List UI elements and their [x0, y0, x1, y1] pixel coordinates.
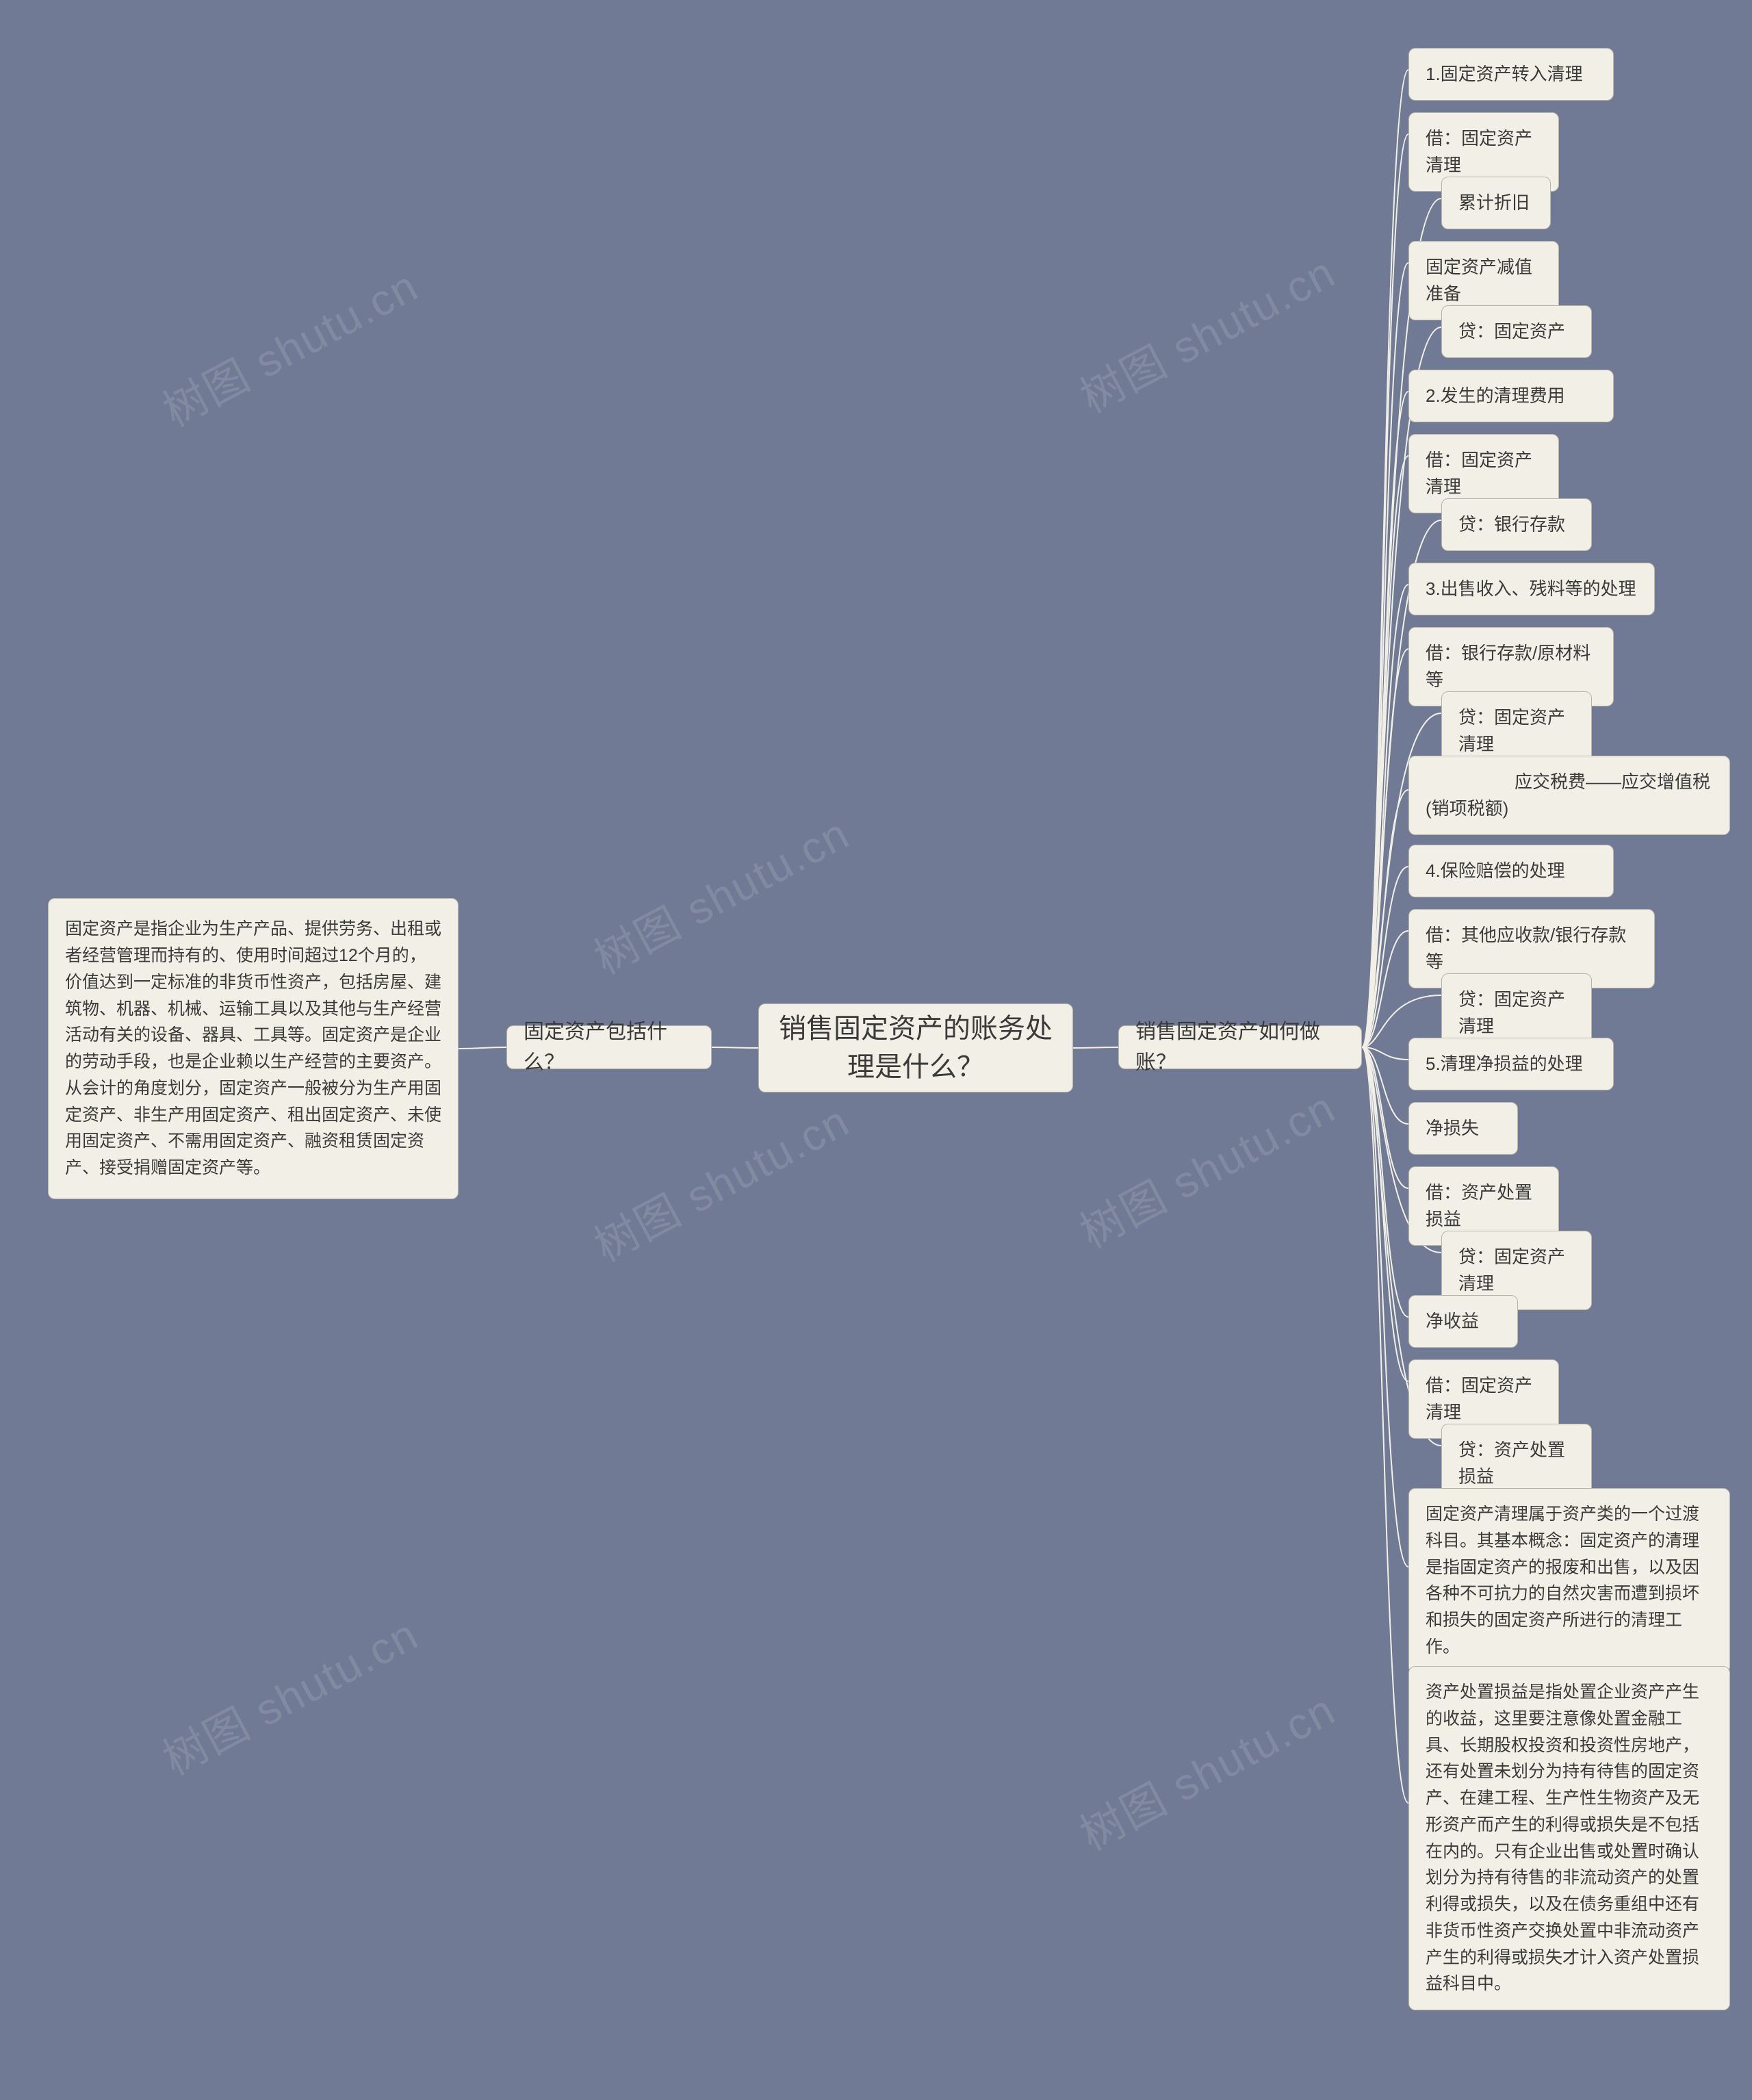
- left-branch-node: 固定资产包括什么？: [506, 1025, 712, 1069]
- watermark-text: 树图 shutu.cn: [582, 1087, 859, 1275]
- right-leaf-node: 净收益: [1408, 1295, 1518, 1348]
- watermark-text: 树图 shutu.cn: [1068, 1676, 1345, 1863]
- right-leaf-text: 贷：固定资产清理: [1458, 986, 1575, 1040]
- right-leaf-text: 借：固定资产清理: [1426, 125, 1542, 179]
- right-leaf-node: 3.出售收入、残料等的处理: [1408, 563, 1655, 615]
- watermark-text: 树图 shutu.cn: [1068, 238, 1345, 426]
- root-label: 销售固定资产的账务处理是什么？: [775, 1010, 1056, 1086]
- right-leaf-node: 应交税费——应交增值税(销项税额): [1408, 756, 1730, 835]
- left-detail-text: 固定资产是指企业为生产产品、提供劳务、出租或者经营管理而持有的、使用时间超过12…: [65, 916, 441, 1181]
- watermark-text: 树图 shutu.cn: [151, 1600, 428, 1788]
- right-leaf-text: 贷：固定资产清理: [1458, 704, 1575, 758]
- right-leaf-text: 借：固定资产清理: [1426, 447, 1542, 500]
- watermark-text: 树图 shutu.cn: [151, 252, 428, 439]
- right-leaf-text: 固定资产减值准备: [1426, 254, 1542, 307]
- right-leaf-node: 贷：固定资产: [1441, 305, 1592, 358]
- right-leaf-node: 2.发生的清理费用: [1408, 370, 1614, 422]
- right-leaf-text: 2.发生的清理费用: [1426, 383, 1565, 409]
- root-node: 销售固定资产的账务处理是什么？: [758, 1003, 1073, 1092]
- right-branch-label: 销售固定资产如何做账？: [1135, 1016, 1345, 1078]
- left-branch-label: 固定资产包括什么？: [524, 1016, 695, 1078]
- right-leaf-text: 借：其他应收款/银行存款等: [1426, 922, 1638, 975]
- right-leaf-text: 借：固定资产清理: [1426, 1372, 1542, 1426]
- right-leaf-text: 贷：银行存款: [1458, 511, 1565, 538]
- right-leaf-text: 4.保险赔偿的处理: [1426, 858, 1565, 884]
- right-leaf-node: 净损失: [1408, 1102, 1518, 1155]
- right-branch-node: 销售固定资产如何做账？: [1118, 1025, 1362, 1069]
- right-leaf-text: 应交税费——应交增值税(销项税额): [1426, 769, 1713, 822]
- right-leaf-text: 净收益: [1426, 1308, 1479, 1335]
- right-leaf-text: 借：银行存款/原材料等: [1426, 640, 1597, 693]
- right-leaf-node: 累计折旧: [1441, 177, 1551, 229]
- right-leaf-node: 贷：银行存款: [1441, 498, 1592, 551]
- right-leaf-text: 5.清理净损益的处理: [1426, 1051, 1583, 1077]
- right-leaf-text: 净损失: [1426, 1115, 1479, 1142]
- left-detail-node: 固定资产是指企业为生产产品、提供劳务、出租或者经营管理而持有的、使用时间超过12…: [48, 898, 459, 1199]
- right-leaf-node: 4.保险赔偿的处理: [1408, 845, 1614, 897]
- right-leaf-text: 贷：资产处置损益: [1458, 1437, 1575, 1490]
- right-leaf-text: 借：资产处置损益: [1426, 1179, 1542, 1233]
- right-leaf-text: 贷：固定资产: [1458, 318, 1565, 345]
- right-leaf-text: 累计折旧: [1458, 190, 1530, 216]
- right-leaf-text: 资产处置损益是指处置企业资产产生的收益，这里要注意像处置金融工具、长期股权投资和…: [1426, 1679, 1713, 1997]
- right-leaf-node: 固定资产清理属于资产类的一个过渡科目。其基本概念：固定资产的清理是指固定资产的报…: [1408, 1488, 1730, 1674]
- right-leaf-node: 5.清理净损益的处理: [1408, 1038, 1614, 1090]
- right-leaf-node: 1.固定资产转入清理: [1408, 48, 1614, 101]
- right-leaf-text: 3.出售收入、残料等的处理: [1426, 576, 1636, 602]
- watermark-text: 树图 shutu.cn: [582, 799, 859, 987]
- right-leaf-text: 贷：固定资产清理: [1458, 1244, 1575, 1297]
- right-leaf-node: 资产处置损益是指处置企业资产产生的收益，这里要注意像处置金融工具、长期股权投资和…: [1408, 1666, 1730, 2010]
- watermark-text: 树图 shutu.cn: [1068, 1073, 1345, 1261]
- right-leaf-text: 1.固定资产转入清理: [1426, 61, 1583, 88]
- right-leaf-text: 固定资产清理属于资产类的一个过渡科目。其基本概念：固定资产的清理是指固定资产的报…: [1426, 1501, 1713, 1661]
